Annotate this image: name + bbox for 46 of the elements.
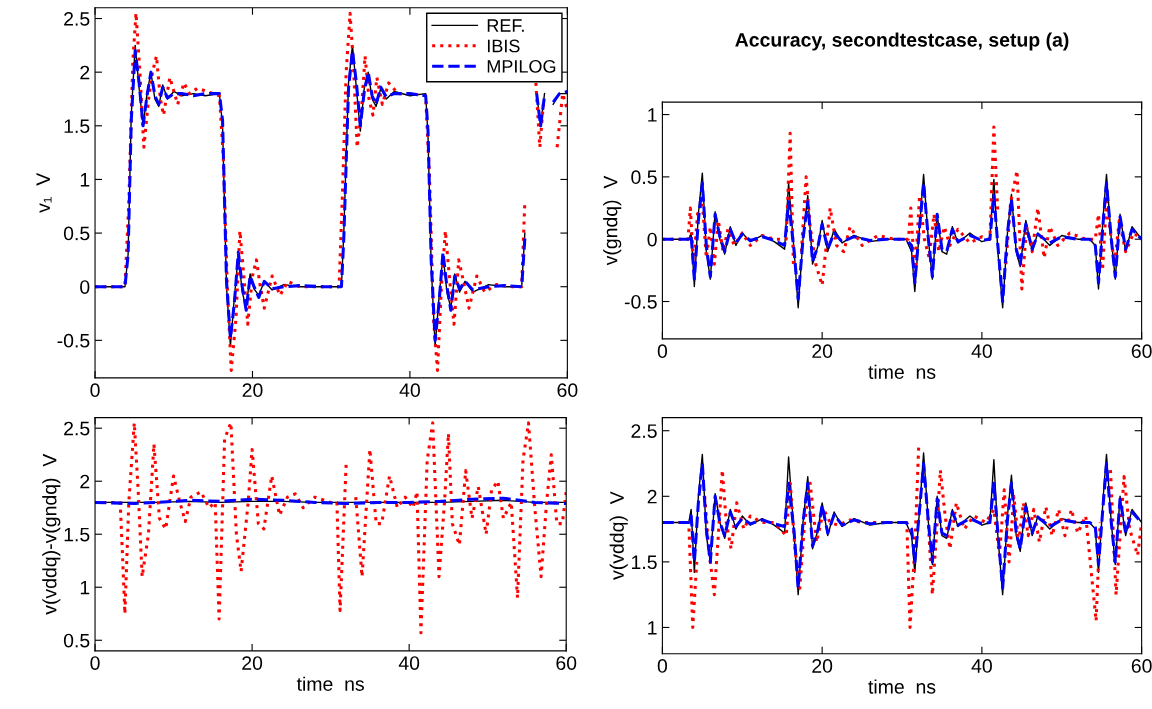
y-tick-label: 1 (648, 108, 657, 122)
x-tick-label: 20 (812, 344, 833, 359)
y-tick-label: 1 (80, 173, 90, 187)
x-tick-label: 60 (1131, 344, 1152, 359)
y-tick-label: 2 (647, 489, 657, 504)
chart-title: Accuracy, secondtestcase, setup (a) (735, 32, 1069, 51)
y-axis-title: v(vddq) V (609, 491, 628, 580)
x-tick-label: 0 (657, 659, 668, 673)
x-tick-label: 20 (242, 656, 263, 671)
x-axis-title: time ns (868, 364, 936, 379)
y-tick-label: 1 (648, 621, 657, 635)
x-tick-label: 40 (971, 344, 992, 359)
y-tick-label: 1.5 (64, 527, 90, 542)
x-tick-label: 20 (242, 383, 263, 398)
legend-label: REF. (487, 19, 524, 32)
x-tick-label: 60 (556, 656, 577, 671)
x-tick-label: 40 (399, 383, 420, 398)
y-axis-title: v(vddq)-v(gndq) V (42, 453, 61, 615)
x-tick-label: 60 (1131, 659, 1152, 673)
x-axis-title: time ns (868, 679, 936, 694)
y-tick-label: -0.5 (57, 333, 90, 348)
x-tick-label: 40 (398, 656, 420, 671)
x-tick-label: 20 (812, 659, 833, 673)
y-tick-label: 1.5 (64, 119, 90, 134)
y-tick-label: 0.5 (63, 633, 90, 648)
x-tick-label: 40 (971, 659, 992, 673)
y-tick-label: 0 (647, 232, 657, 247)
y-axis-title: v(gndq) V (603, 175, 622, 266)
legend-label: MPILOG (487, 59, 556, 73)
y-tick-label: 1 (80, 580, 90, 595)
y-tick-label: 2.5 (64, 421, 90, 436)
x-tick-label: 0 (90, 383, 100, 398)
y-tick-label: 1.5 (631, 555, 657, 570)
y-tick-label: 2.5 (631, 424, 657, 438)
legend-label: IBIS (487, 39, 520, 53)
y-tick-label: 2.5 (64, 11, 90, 26)
y-tick-label: -0.5 (624, 294, 657, 309)
y-tick-label: 0.5 (63, 226, 90, 241)
y-axis-title: v₁ V (36, 172, 52, 213)
y-tick-label: 0.5 (631, 170, 657, 185)
y-tick-label: 2 (80, 474, 90, 489)
x-tick-label: 0 (90, 656, 100, 671)
y-tick-label: 0 (80, 280, 90, 294)
x-axis-title: time ns (296, 676, 364, 691)
x-tick-label: 60 (557, 383, 578, 398)
y-tick-label: 2 (80, 65, 90, 80)
